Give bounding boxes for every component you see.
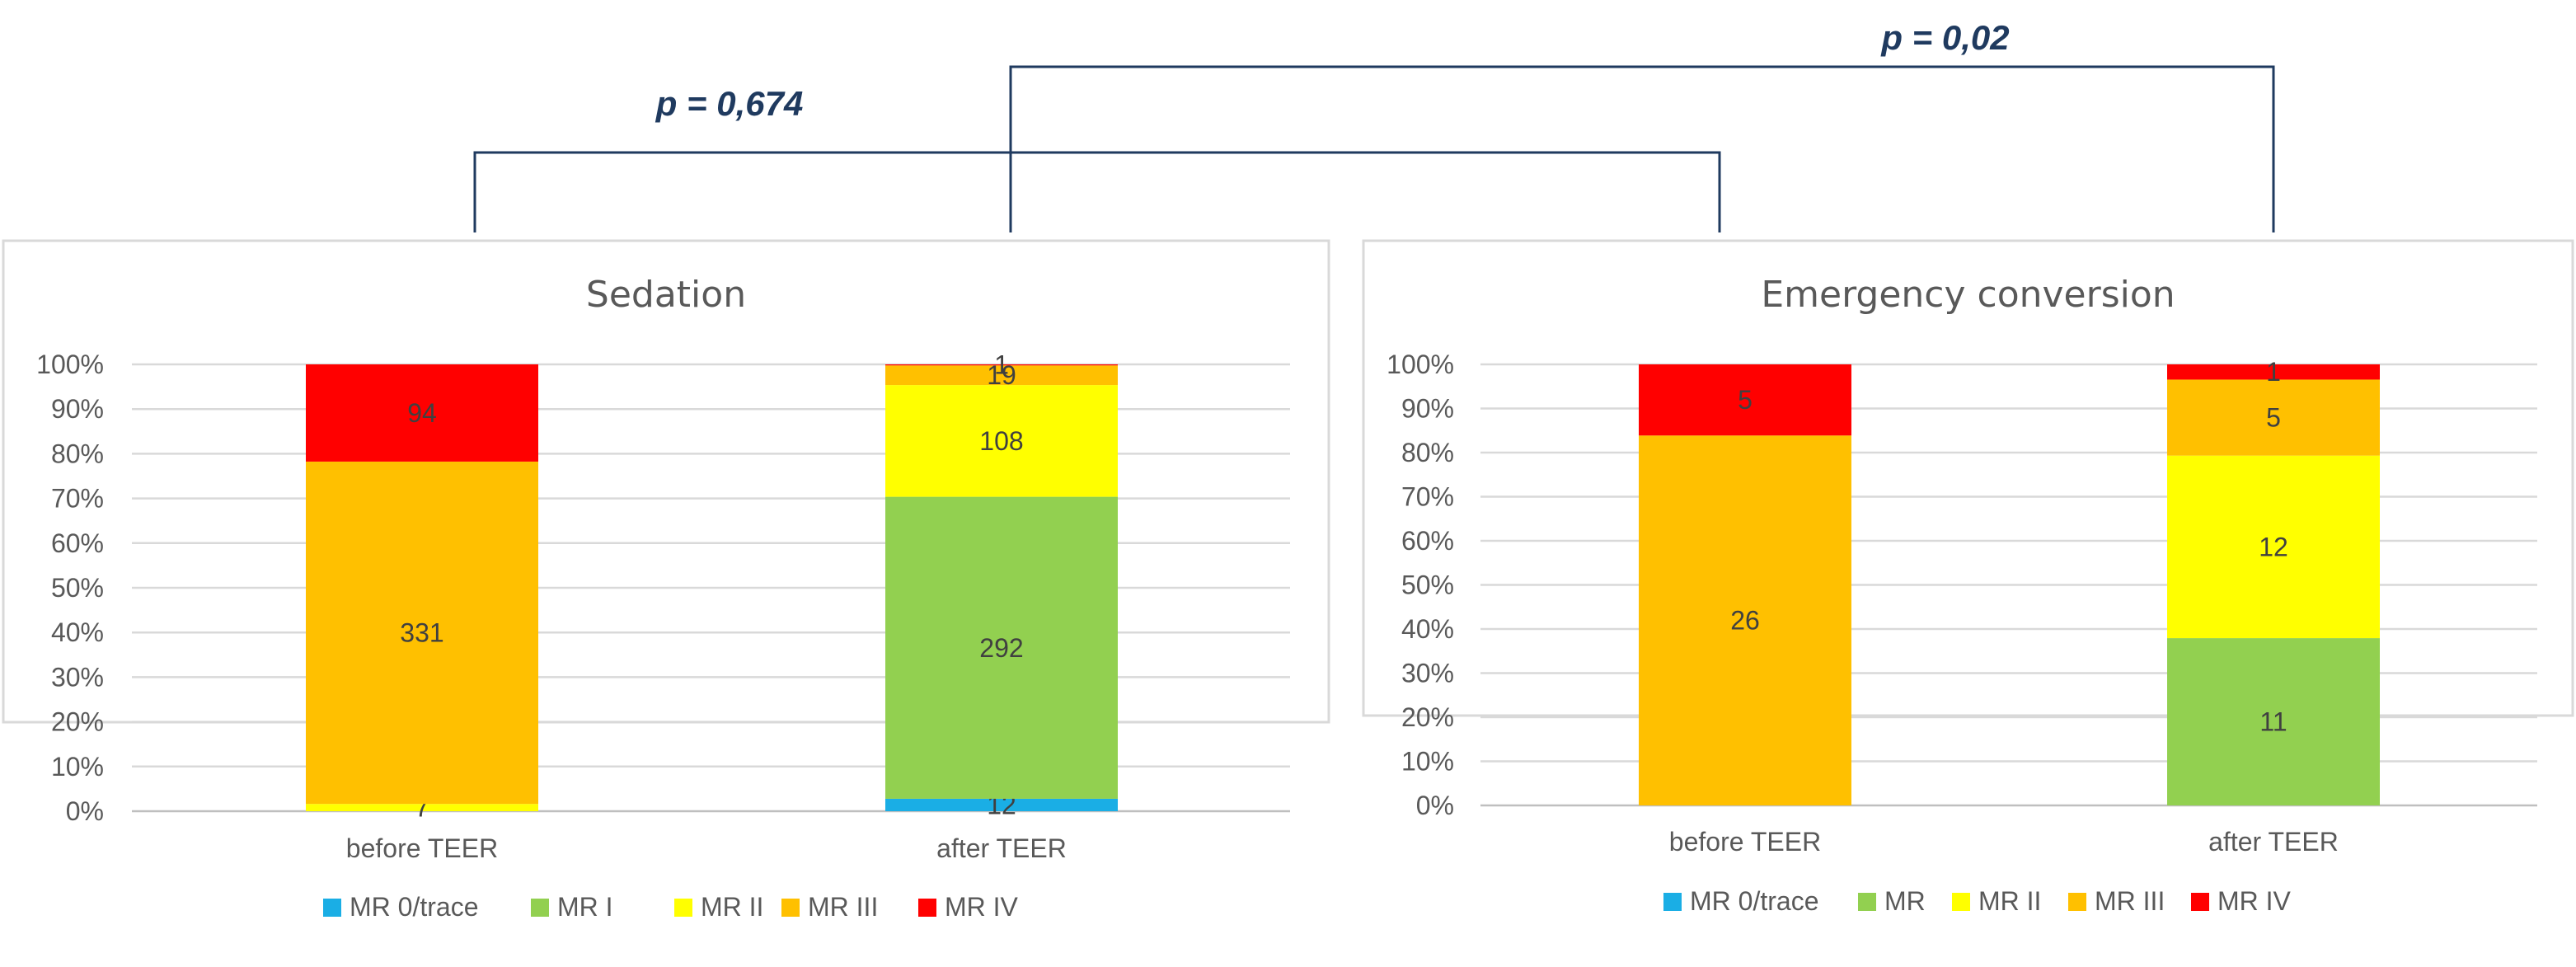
chart-title: Emergency conversion	[1761, 274, 2175, 316]
legend-swatch	[1663, 893, 1682, 911]
significance-bracket-2: p = 0,02	[1009, 18, 2275, 232]
data-label: 108	[979, 426, 1023, 456]
y-tick-label: 50%	[1401, 570, 1454, 600]
y-tick-label: 0%	[1416, 791, 1454, 820]
legend-item: MR IV	[2191, 886, 2292, 916]
data-label: 94	[407, 398, 437, 428]
bar-segment-mr-iv	[2167, 364, 2380, 380]
legend-item: MR III	[2068, 886, 2165, 916]
y-tick-label: 70%	[1401, 482, 1454, 512]
data-label: 26	[1730, 606, 1760, 636]
y-tick-label: 30%	[51, 662, 104, 692]
legend-item: MR I	[531, 892, 613, 922]
legend-label: MR 0/trace	[350, 892, 478, 922]
y-tick-label: 60%	[1401, 526, 1454, 556]
legend-item: MR II	[1952, 886, 2041, 916]
y-tick-label: 90%	[1401, 394, 1454, 424]
legend-label: MR III	[2095, 886, 2165, 916]
legend-item: MR IV	[918, 892, 1019, 922]
legend-label: MR 0/trace	[1690, 886, 1818, 916]
p-value-label: p = 0,674	[655, 84, 804, 123]
data-label: 1	[994, 350, 1009, 380]
data-label: 5	[2266, 403, 2281, 433]
y-tick-label: 20%	[51, 707, 104, 737]
x-category-label: after TEER	[2208, 827, 2339, 857]
bar-segment-mr-iv	[885, 364, 1118, 366]
significance-bracket-1: p = 0,674	[473, 84, 1721, 232]
bar-segment-mr-iv	[306, 364, 538, 462]
bar-segment-mr-ii	[306, 804, 538, 811]
legend-swatch	[1858, 893, 1876, 911]
y-tick-label: 30%	[1401, 659, 1454, 688]
bar-segment-mr-iii	[306, 461, 538, 805]
y-tick-label: 60%	[51, 528, 104, 558]
x-category-label: before TEER	[1669, 827, 1821, 857]
bar-segment-mr-iii	[2167, 379, 2380, 456]
legend-label: MR II	[1978, 886, 2041, 916]
legend-swatch	[2191, 893, 2209, 911]
y-tick-label: 40%	[1401, 614, 1454, 644]
bar-segment-mr-iv	[1639, 364, 1851, 436]
legend-item: MR III	[781, 892, 878, 922]
legend-swatch	[918, 899, 936, 917]
legend-swatch	[531, 899, 549, 917]
y-tick-label: 20%	[1401, 702, 1454, 732]
legend-swatch	[674, 899, 692, 917]
y-tick-label: 80%	[1401, 438, 1454, 467]
legend-item: MR 0/trace	[1663, 886, 1818, 916]
data-label: 12	[2259, 532, 2288, 561]
bar-segment-mr-iii	[1639, 435, 1851, 805]
bar-segment-mr-ii	[2167, 455, 2380, 639]
data-label: 5	[1738, 385, 1753, 415]
bar-segment-mr-i	[885, 496, 1118, 799]
y-tick-label: 50%	[51, 573, 104, 603]
legend-swatch	[323, 899, 341, 917]
data-label: 331	[400, 618, 443, 648]
x-category-label: before TEER	[346, 833, 498, 863]
y-tick-label: 100%	[1387, 350, 1454, 379]
bracket-line	[473, 151, 1721, 232]
data-label: 292	[979, 633, 1023, 663]
bracket-line	[1009, 65, 2275, 232]
legend-item: MR 0/trace	[323, 892, 478, 922]
legend-label: MR I	[557, 892, 613, 922]
legend-label: MR III	[808, 892, 878, 922]
legend-label: MR II	[701, 892, 763, 922]
bar-segment-mr-ii	[885, 385, 1118, 497]
legend-item: MR	[1858, 886, 1926, 916]
y-tick-label: 100%	[36, 350, 104, 379]
y-tick-label: 0%	[66, 796, 104, 826]
y-tick-label: 90%	[51, 394, 104, 424]
legend-label: MR IV	[945, 892, 1019, 922]
data-label: 11	[2259, 707, 2287, 737]
y-tick-label: 40%	[51, 617, 104, 647]
x-category-label: after TEER	[936, 833, 1067, 863]
bar-segment-mr	[2167, 638, 2380, 805]
legend-swatch	[781, 899, 800, 917]
bar-segment-mr-0-trace	[885, 798, 1118, 811]
y-tick-label: 80%	[51, 439, 104, 468]
chart-title: Sedation	[586, 274, 746, 316]
legend-item: MR II	[674, 892, 763, 922]
chart-2: Emergency conversion 0% 10% 20% 30% 40% 50% 60%…	[1362, 239, 2574, 916]
y-tick-label: 70%	[51, 484, 104, 514]
y-tick-label: 10%	[51, 752, 104, 782]
legend-swatch	[1952, 893, 1970, 911]
p-value-label: p = 0,02	[1880, 18, 2009, 57]
y-tick-label: 10%	[1401, 747, 1454, 777]
legend-swatch	[2068, 893, 2086, 911]
data-label: 1	[2266, 357, 2281, 387]
legend-label: MR	[1884, 886, 1926, 916]
chart-1: Sedation 0% 10% 20% 30% 40% 50% 60% 70% 80% 90% 100…	[2, 239, 1330, 922]
legend-label: MR IV	[2217, 886, 2292, 916]
bar-segment-mr-iii	[885, 365, 1118, 386]
